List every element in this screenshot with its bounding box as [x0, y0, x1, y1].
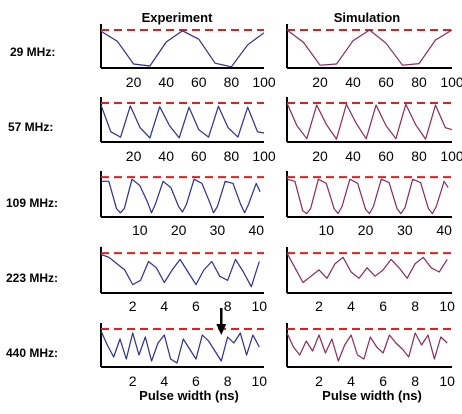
tick-label-experiment-row-1-4: 100 [252, 148, 276, 164]
tick-label-experiment-row-0-2: 60 [191, 74, 207, 90]
tick-label-simulation-row-0-3: 80 [411, 74, 427, 90]
tick-label-simulation-row-2-2: 30 [397, 222, 413, 238]
tick-label-simulation-row-1-1: 40 [345, 148, 361, 164]
tick-label-experiment-row-3-3: 8 [224, 298, 232, 314]
tick-label-simulation-row-0-4: 100 [440, 74, 462, 90]
data-trace-simulation-row-2 [287, 179, 448, 213]
data-trace-experiment-row-2 [101, 179, 260, 213]
row-label-223mhz: 223 MHz: [6, 271, 58, 285]
tick-label-experiment-row-3-0: 2 [129, 298, 137, 314]
tick-label-experiment-row-1-1: 40 [158, 148, 174, 164]
row-label-57mhz: 57 MHz: [8, 120, 53, 134]
tick-label-experiment-row-2-3: 40 [248, 222, 264, 238]
tick-label-experiment-row-3-4: 10 [251, 298, 267, 314]
tick-label-simulation-row-4-2: 6 [379, 373, 387, 389]
tick-label-simulation-row-3-3: 8 [411, 298, 419, 314]
tick-label-simulation-row-1-3: 80 [411, 148, 427, 164]
data-trace-simulation-row-3 [287, 253, 447, 282]
tick-label-experiment-row-4-2: 6 [192, 373, 200, 389]
tick-label-experiment-row-4-3: 8 [224, 373, 232, 389]
column-title-experiment: Experiment [142, 10, 213, 25]
tick-label-simulation-row-2-1: 20 [358, 222, 374, 238]
panels-group: 20 40 60 80 100 20 40 60 80 100 20 40 60 80 100 20 40 60 8… [101, 24, 462, 389]
data-trace-experiment-row-0 [101, 31, 264, 67]
tick-label-simulation-row-3-2: 6 [379, 298, 387, 314]
row-label-440mhz: 440 MHz: [6, 346, 58, 360]
data-trace-experiment-row-1 [101, 105, 264, 138]
tick-label-simulation-row-3-4: 10 [439, 298, 455, 314]
column-title-simulation: Simulation [334, 10, 401, 25]
tick-label-experiment-row-0-1: 40 [158, 74, 174, 90]
x-axis-label-experiment: Pulse width (ns) [139, 388, 239, 403]
tick-label-experiment-row-4-4: 10 [251, 373, 267, 389]
data-trace-simulation-row-0 [287, 30, 452, 65]
tick-label-simulation-row-1-4: 100 [440, 148, 462, 164]
tick-label-experiment-row-3-2: 6 [192, 298, 200, 314]
tick-label-experiment-row-2-2: 30 [210, 222, 226, 238]
tick-label-experiment-row-0-0: 20 [126, 74, 142, 90]
tick-label-experiment-row-1-0: 20 [126, 148, 142, 164]
tick-label-simulation-row-0-2: 60 [378, 74, 394, 90]
tick-label-experiment-row-0-4: 100 [252, 74, 276, 90]
tick-label-experiment-row-4-1: 4 [160, 373, 168, 389]
tick-label-experiment-row-4-0: 2 [129, 373, 137, 389]
tick-label-experiment-row-0-3: 80 [224, 74, 240, 90]
tick-label-simulation-row-0-0: 20 [312, 74, 328, 90]
data-trace-experiment-row-3 [101, 254, 259, 286]
tick-label-simulation-row-3-0: 2 [315, 298, 323, 314]
data-trace-simulation-row-4 [287, 333, 447, 361]
tick-label-simulation-row-4-1: 4 [347, 373, 355, 389]
tick-label-experiment-row-3-1: 4 [160, 298, 168, 314]
row-label-29mhz: 29 MHz: [10, 45, 55, 59]
tick-label-simulation-row-1-2: 60 [378, 148, 394, 164]
x-axis-label-simulation: Pulse width (ns) [322, 388, 422, 403]
tick-label-simulation-row-0-1: 40 [345, 74, 361, 90]
row-label-109mhz: 109 MHz: [6, 196, 58, 210]
tick-label-simulation-row-4-3: 8 [411, 373, 419, 389]
tick-label-simulation-row-3-1: 4 [347, 298, 355, 314]
tick-label-experiment-row-2-1: 20 [171, 222, 187, 238]
tick-label-experiment-row-1-2: 60 [191, 148, 207, 164]
tick-label-simulation-row-1-0: 20 [312, 148, 328, 164]
tick-label-experiment-row-1-3: 80 [224, 148, 240, 164]
data-trace-experiment-row-4 [101, 331, 259, 363]
tick-label-simulation-row-4-4: 10 [439, 373, 455, 389]
tick-label-simulation-row-4-0: 2 [315, 373, 323, 389]
tick-label-simulation-row-2-0: 10 [318, 222, 334, 238]
tick-label-simulation-row-2-3: 40 [436, 222, 452, 238]
data-trace-simulation-row-1 [287, 103, 452, 139]
tick-label-experiment-row-2-0: 10 [132, 222, 148, 238]
